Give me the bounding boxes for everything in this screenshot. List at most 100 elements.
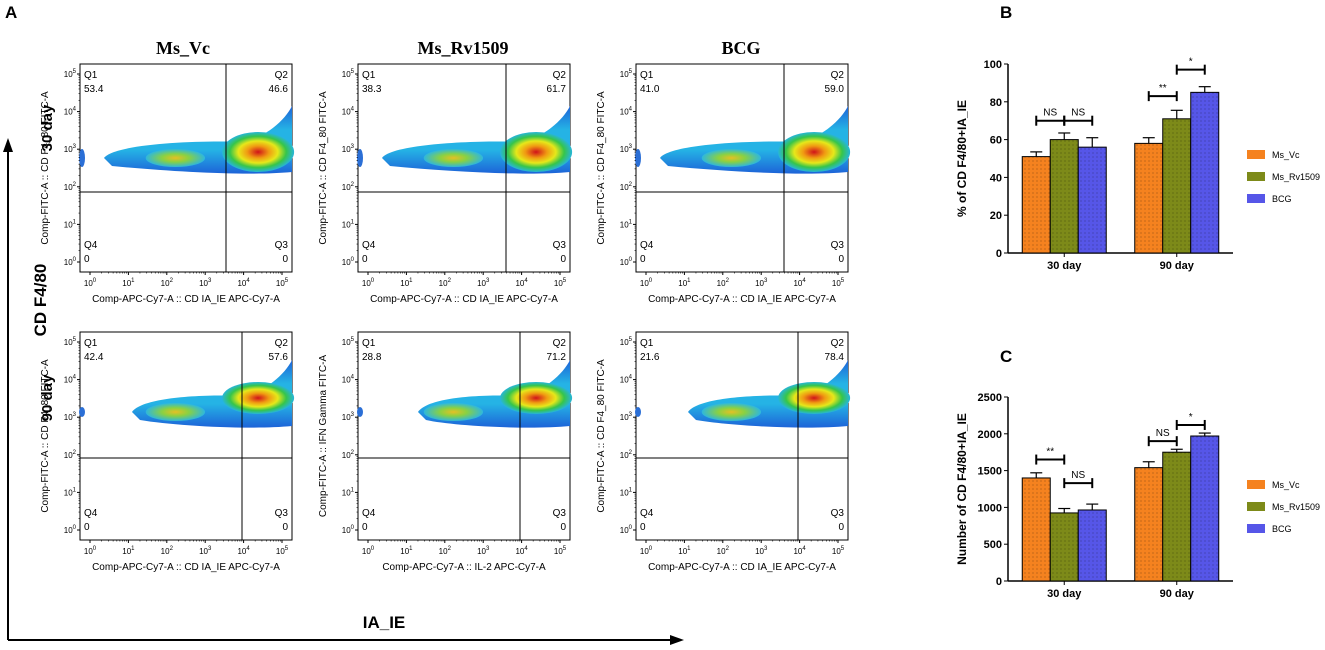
- q3-value: 0: [560, 254, 566, 265]
- sig-label: NS: [1043, 108, 1057, 119]
- q2-value: 46.6: [269, 84, 289, 95]
- x-tick-label: 103: [199, 546, 212, 556]
- y-tick-label: 102: [620, 182, 633, 192]
- y-tick-label: 105: [620, 337, 633, 347]
- panel-a-label: A: [5, 3, 17, 22]
- x-tick-label: 100: [640, 278, 653, 288]
- y-tick-label: 104: [620, 107, 633, 117]
- y-tick-label: 100: [342, 525, 355, 535]
- flow-x-axis-label: Comp-APC-Cy7-A :: CD IA_IE APC-Cy7-A: [92, 294, 280, 305]
- sig-label: NS: [1071, 108, 1085, 119]
- bar-texture: [1162, 452, 1191, 581]
- x-tick-label: 90 day: [1160, 260, 1195, 272]
- y-tick-label: 105: [342, 337, 355, 347]
- q2-label: Q2: [275, 70, 289, 81]
- y-tick-label: 103: [64, 412, 77, 422]
- density-hot-blob: [222, 382, 295, 414]
- q4-label: Q4: [640, 508, 654, 519]
- x-tick-label: 101: [678, 278, 691, 288]
- flow-plot-frame: [357, 331, 571, 541]
- y-tick-label: 40: [990, 172, 1002, 184]
- y-tick-label: 101: [342, 487, 355, 497]
- q3-label: Q3: [831, 508, 845, 519]
- q3-label: Q3: [275, 508, 289, 519]
- x-tick-label: 102: [439, 278, 452, 288]
- x-tick-label: 30 day: [1047, 588, 1082, 600]
- flow-y-axis-label: Comp-FITC-A :: CD F4_80 FITC-A: [40, 359, 51, 513]
- y-tick-label: 100: [620, 525, 633, 535]
- x-tick-label: 100: [84, 546, 97, 556]
- x-tick-label: 101: [400, 546, 413, 556]
- x-tick-label: 101: [400, 278, 413, 288]
- col-title-bcg: BCG: [721, 38, 760, 58]
- q2-value: 59.0: [825, 84, 845, 95]
- q1-label: Q1: [640, 70, 654, 81]
- bar-charts: 0 20 40 60 80 100 % of CD F4/80+IA_IE 30 day 90 …: [955, 57, 1320, 600]
- flow-x-axis-label: Comp-APC-Cy7-A :: CD IA_IE APC-Cy7-A: [92, 562, 280, 573]
- q3-label: Q3: [831, 240, 845, 251]
- y-tick-label: 2500: [978, 392, 1002, 404]
- density-cloud: [79, 106, 295, 174]
- q1-value: 38.3: [362, 84, 382, 95]
- y-tick-label: 20: [990, 210, 1002, 222]
- y-tick-label: 101: [620, 487, 633, 497]
- q2-value: 71.2: [547, 352, 567, 363]
- x-tick-label: 104: [515, 278, 528, 288]
- bar-texture: [1078, 509, 1107, 581]
- y-tick-label: 101: [620, 219, 633, 229]
- y-tick-label: 80: [990, 97, 1002, 109]
- density-cloud: [79, 360, 295, 428]
- flow-y-axis-label: Comp-FITC-A :: CD F4_80 FITC-A: [318, 91, 329, 245]
- bar-texture: [1078, 147, 1107, 253]
- y-tick-label: 104: [342, 375, 355, 385]
- legend-label: Ms_Vc: [1272, 150, 1300, 160]
- bar-texture: [1190, 436, 1219, 581]
- flow-y-axis-label: Comp-FITC-A :: IFN Gamma FITC-A: [318, 355, 329, 518]
- q2-value: 57.6: [269, 352, 289, 363]
- q4-value: 0: [84, 522, 90, 533]
- q3-label: Q3: [553, 508, 567, 519]
- bar-texture: [1022, 477, 1051, 581]
- x-tick-label: 103: [755, 546, 768, 556]
- bar-texture: [1050, 139, 1079, 253]
- flow-x-axis-label: Comp-APC-Cy7-A :: IL-2 APC-Cy7-A: [382, 562, 546, 573]
- x-tick-label: 103: [477, 546, 490, 556]
- sig-label: **: [1159, 83, 1167, 94]
- y-tick-label: 101: [342, 219, 355, 229]
- density-mid-blob: [145, 403, 206, 421]
- x-tick-label: 105: [832, 546, 845, 556]
- q1-label: Q1: [362, 70, 376, 81]
- q4-value: 0: [84, 254, 90, 265]
- legend-swatch: [1247, 150, 1265, 159]
- y-tick-label: 105: [64, 69, 77, 79]
- y-tick-label: 100: [64, 257, 77, 267]
- sig-label: *: [1189, 412, 1193, 423]
- q4-label: Q4: [84, 508, 98, 519]
- flow-plot-frame: [79, 331, 293, 541]
- y-tick-label: 103: [620, 412, 633, 422]
- flow-y-axis-label: Comp-FITC-A :: CD F4_80 FITC-A: [40, 91, 51, 245]
- x-tick-label: 104: [793, 278, 806, 288]
- col-title-ms-rv1509: Ms_Rv1509: [418, 38, 509, 58]
- flow-x-axis-label: Comp-APC-Cy7-A :: CD IA_IE APC-Cy7-A: [648, 294, 836, 305]
- q3-value: 0: [838, 254, 844, 265]
- q1-label: Q1: [362, 338, 376, 349]
- bar-texture: [1050, 512, 1079, 581]
- density-hot-blob: [778, 132, 851, 172]
- main-y-label: CD F4/80: [31, 264, 50, 337]
- col-title-ms-vc: Ms_Vc: [156, 38, 210, 58]
- y-tick-label: 103: [342, 412, 355, 422]
- edge-events: [635, 149, 641, 167]
- x-tick-label: 102: [161, 546, 174, 556]
- x-tick-label: 105: [276, 278, 289, 288]
- y-tick-label: 60: [990, 135, 1002, 147]
- density-mid-blob: [423, 149, 484, 167]
- main-x-label: IA_IE: [363, 613, 406, 632]
- legend-swatch: [1247, 194, 1265, 203]
- y-tick-label: 105: [64, 337, 77, 347]
- x-tick-label: 30 day: [1047, 260, 1082, 272]
- y-tick-label: 104: [64, 107, 77, 117]
- bar-y-axis-label: Number of CD F4/80+IA_IE: [955, 413, 969, 565]
- y-tick-label: 103: [342, 144, 355, 154]
